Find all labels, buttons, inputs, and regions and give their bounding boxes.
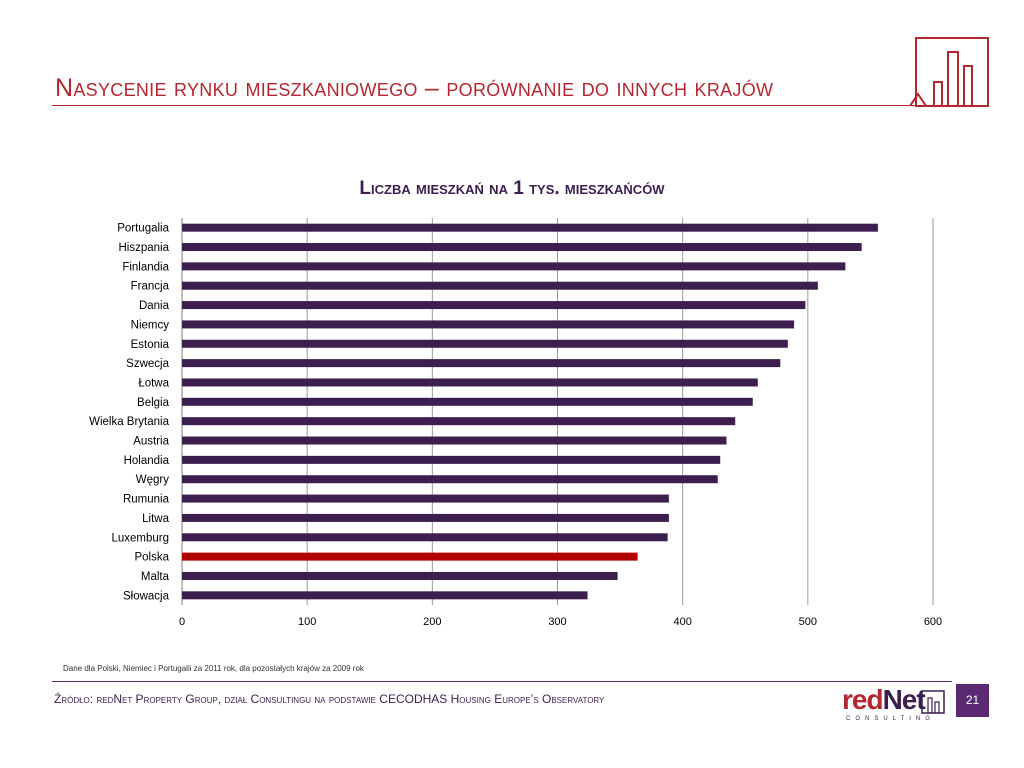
x-tick-label: 300 <box>548 616 566 628</box>
category-label: Wielka Brytania <box>89 416 169 428</box>
bar <box>182 378 758 387</box>
bar <box>182 455 721 464</box>
category-label: Hiszpania <box>119 242 170 254</box>
bar <box>182 320 795 329</box>
bar <box>182 591 588 600</box>
brand-name-dark: Net <box>882 684 926 715</box>
bar <box>182 301 806 310</box>
bar <box>182 339 788 348</box>
x-tick-label: 100 <box>298 616 316 628</box>
bar <box>182 262 846 271</box>
bar <box>182 494 669 503</box>
footer-divider <box>52 681 952 682</box>
data-note: Dane dla Polski, Niemiec i Portugalii za… <box>63 664 364 673</box>
source-text: Źródło: redNet Property Group, dział Con… <box>54 692 605 706</box>
page-number: 21 <box>956 684 989 717</box>
bar <box>182 243 862 252</box>
x-tick-label: 400 <box>673 616 691 628</box>
category-label: Rumunia <box>123 494 170 506</box>
category-label: Austria <box>133 436 169 448</box>
category-label: Finlandia <box>122 261 169 273</box>
brand-building-icon <box>921 690 945 714</box>
category-label: Litwa <box>142 513 169 525</box>
category-label: Węgry <box>136 474 169 486</box>
category-label: Malta <box>141 571 170 583</box>
bar <box>182 533 668 542</box>
bar <box>182 552 638 561</box>
category-label: Słowacja <box>123 590 170 602</box>
brand-subtitle: CONSULTING <box>846 716 935 722</box>
category-label: Belgia <box>137 397 170 409</box>
chart-title: Liczba mieszkań na 1 tys. mieszkańców <box>359 178 665 199</box>
x-tick-label: 0 <box>179 616 185 628</box>
category-label: Łotwa <box>138 377 169 389</box>
category-label: Niemcy <box>131 319 170 331</box>
category-label: Szwecja <box>126 358 169 370</box>
bar <box>182 281 818 290</box>
brand-name-red: red <box>842 684 884 715</box>
slide-title: Nasycenie rynku mieszkaniowego – porówna… <box>55 74 774 102</box>
title-divider <box>52 105 918 106</box>
category-label: Holandia <box>124 455 170 467</box>
x-tick-label: 500 <box>799 616 817 628</box>
category-label: Polska <box>134 552 169 564</box>
category-label: Dania <box>139 300 170 312</box>
bar <box>182 571 618 580</box>
bar <box>182 513 669 522</box>
category-label: Luxemburg <box>111 532 169 544</box>
bar <box>182 397 753 406</box>
bar <box>182 436 727 445</box>
category-label: Estonia <box>131 339 170 351</box>
category-label: Francja <box>131 281 170 293</box>
bar <box>182 475 718 484</box>
x-tick-label: 200 <box>423 616 441 628</box>
category-label: Portugalia <box>117 223 169 235</box>
x-tick-label: 600 <box>924 616 942 628</box>
bar <box>182 417 736 426</box>
brand-logo: redNet <box>842 684 926 716</box>
bar <box>182 359 781 368</box>
building-logo-icon <box>909 37 989 107</box>
bar <box>182 223 878 232</box>
